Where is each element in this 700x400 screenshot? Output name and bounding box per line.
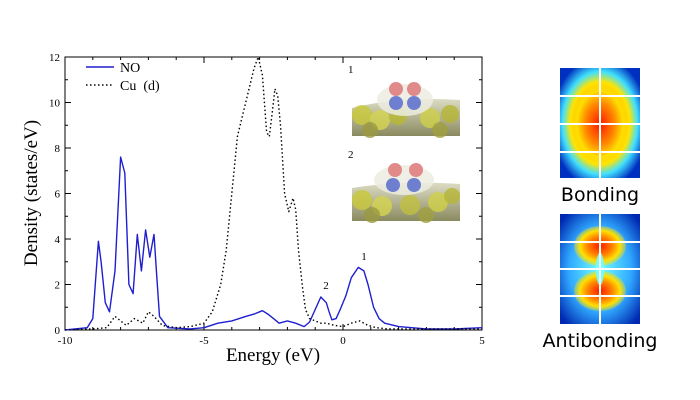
bonding-orbital: Bonding [560,68,640,206]
y-tick-label: 6 [55,189,61,201]
y-tick-label: 12 [49,52,60,64]
inset-geometry-1: 1 [348,64,460,138]
inset-label-1: 1 [348,64,354,76]
x-axis-title: Energy (eV) [226,345,320,366]
inset-render-1 [352,82,460,138]
peak-label-1: 1 [361,251,367,263]
y-tick-label: 8 [55,143,61,155]
x-tick-label: -10 [58,335,73,347]
y-tick-label: 4 [55,234,61,246]
inset-render-2 [352,163,460,223]
series-line-no [64,156,483,331]
x-tick-label: 0 [340,335,346,347]
y-tick-label: 0 [55,325,61,337]
legend: NO Cu (d) [86,61,160,94]
bonding-title: Bonding [561,184,639,206]
x-tick-label: 5 [479,335,485,347]
y-tick-label: 2 [55,280,61,292]
y-axis-title: Density (states/eV) [21,120,42,266]
y-tick-label: 10 [49,98,61,110]
antibonding-title: Antibonding [543,330,658,352]
legend-label-no: NO [120,61,140,76]
x-tick-label: -5 [199,335,209,347]
antibonding-orbital: Antibonding [543,214,658,352]
legend-label-cu: Cu (d) [120,79,160,94]
series-layer [64,56,483,331]
inset-geometry-2: 2 [348,149,460,223]
inset-label-2: 2 [348,149,354,161]
peak-label-2: 2 [323,280,329,292]
